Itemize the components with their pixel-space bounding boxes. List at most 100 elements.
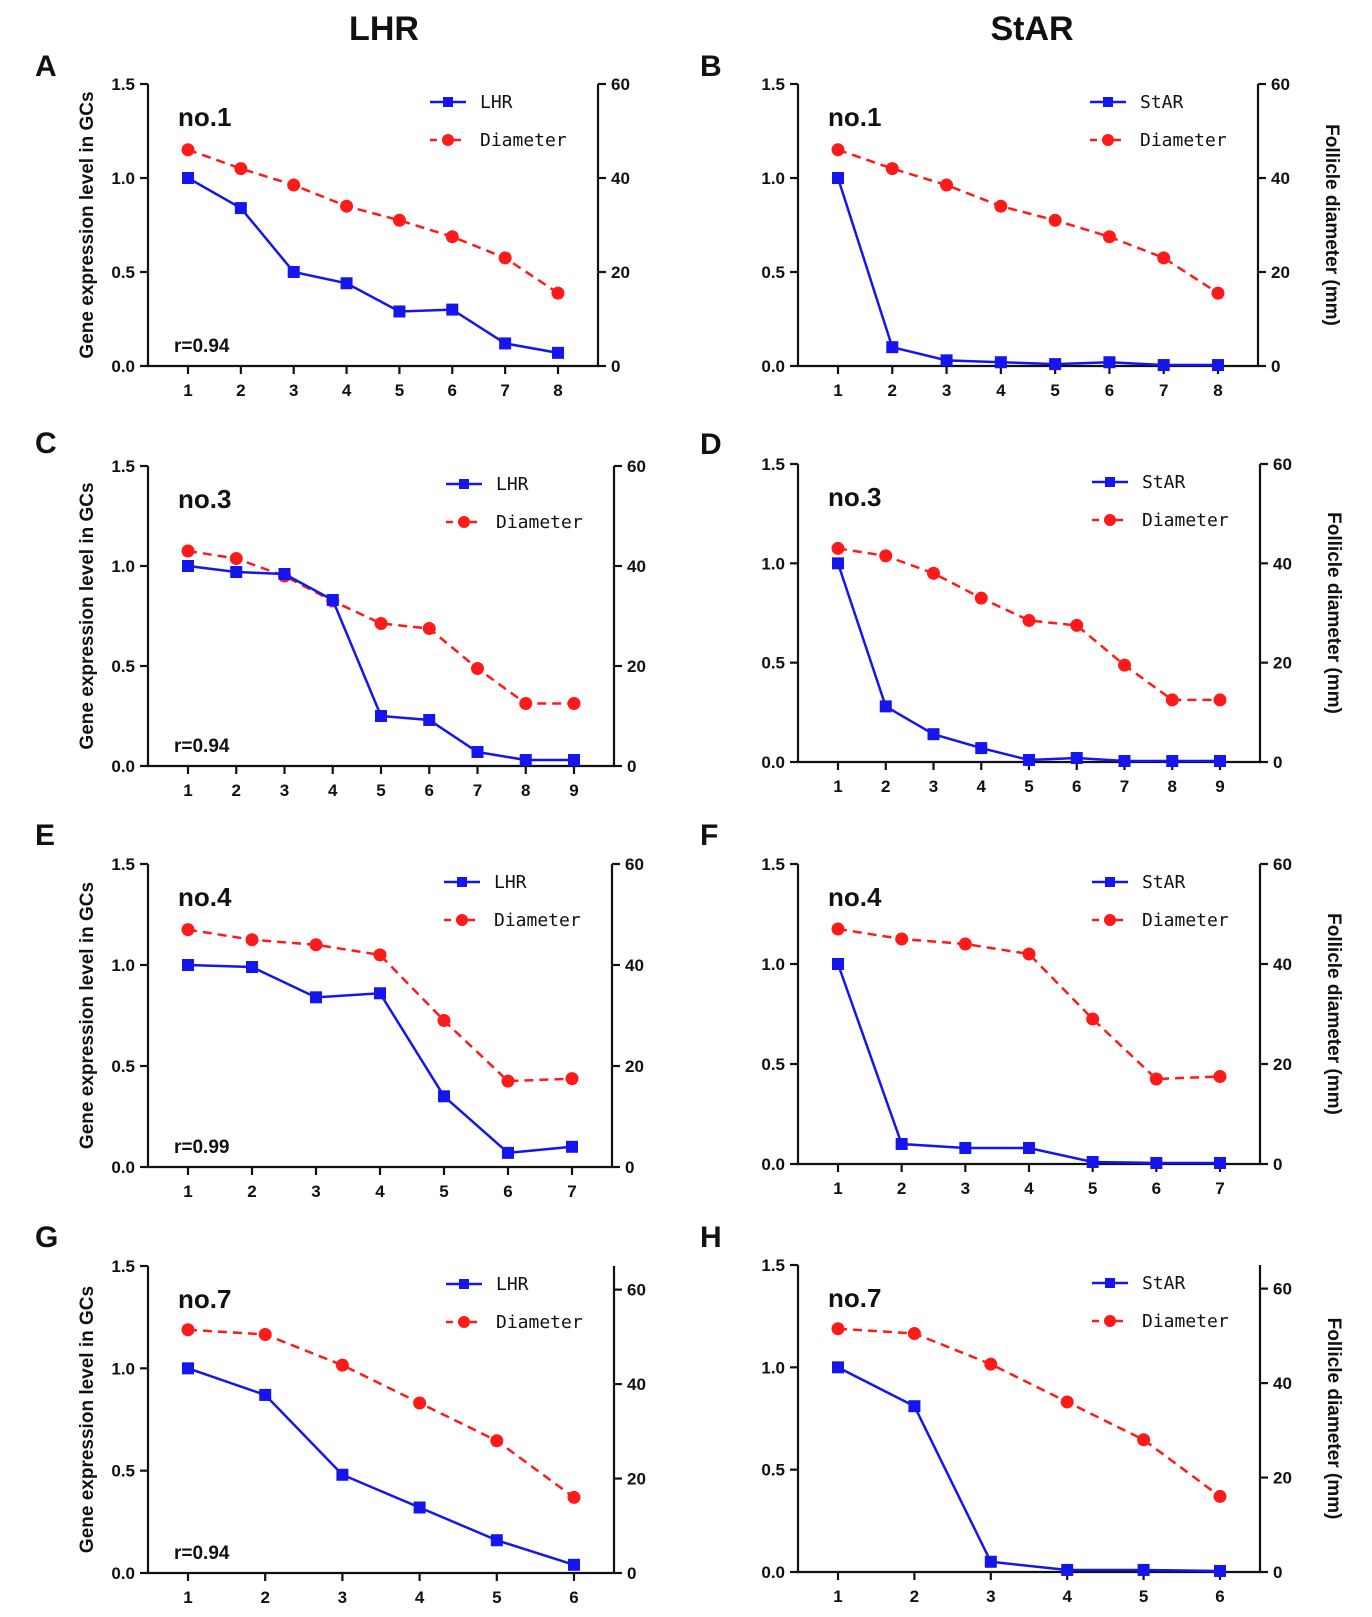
axes-frame	[796, 1265, 1262, 1574]
x-tick-label: 5	[439, 1182, 448, 1201]
x-tick-label: 8	[1168, 777, 1177, 796]
left-tick-label: 0.0	[761, 1563, 785, 1582]
diameter-point	[1048, 213, 1062, 227]
expression-point	[927, 728, 940, 741]
diameter-point	[940, 178, 954, 192]
diameter-point	[984, 1357, 998, 1371]
expression-point	[940, 354, 953, 367]
right-tick-label: 0	[1271, 357, 1280, 376]
right-tick-label: 60	[627, 457, 646, 476]
expression-point	[886, 341, 899, 354]
left-tick-label: 0.5	[761, 654, 785, 673]
expression-point	[1150, 1157, 1163, 1169]
y-axis-title-left: Gene expression level in GCs	[77, 91, 98, 358]
x-tick-label: 4	[1024, 1179, 1034, 1198]
sample-label: no.7	[178, 1284, 231, 1314]
left-tick-label: 0.0	[111, 757, 135, 776]
expression-point	[1023, 754, 1035, 767]
x-tick-label: 1	[183, 781, 192, 800]
expression-point	[832, 172, 844, 184]
diameter-point	[1165, 693, 1179, 707]
left-tick-label: 1.5	[111, 457, 135, 476]
expression-series-line	[187, 1367, 575, 1567]
expression-point	[375, 710, 387, 722]
expression-point	[1166, 755, 1179, 768]
panel-C: C 0.0 0.5 1.0 1.5 0 20 40 60 1 2 3 4 5 6 7 8 9 Gene expres…	[35, 427, 646, 800]
left-tick-label: 0.0	[111, 1158, 135, 1177]
diameter-point	[831, 1322, 845, 1336]
right-tick-label: 0	[1273, 1563, 1282, 1582]
left-tick-label: 1.0	[111, 169, 135, 188]
right-tick-label: 40	[1273, 1374, 1292, 1393]
legend-diameter-marker	[1104, 514, 1116, 526]
diameter-point	[1213, 1070, 1227, 1083]
sample-label: no.4	[178, 882, 232, 912]
x-tick-label: 2	[910, 1587, 919, 1606]
x-tick-label: 3	[338, 1588, 347, 1607]
y-axis-title-right: Follicle diameter (mm)	[1323, 1318, 1344, 1520]
left-tick-label: 0.5	[761, 263, 785, 282]
diameter-point	[1211, 286, 1225, 300]
legend-diameter-marker	[1104, 914, 1116, 926]
right-tick-label: 40	[625, 956, 644, 975]
diameter-point	[498, 251, 512, 265]
expression-point	[182, 172, 194, 184]
diameter-point	[1086, 1012, 1100, 1026]
panel-D: D 0.0 0.5 1.0 1.5 0 20 40 60 1 2 3 4 5 6 7 8 9 Follicle di…	[700, 428, 1344, 796]
right-tick-label: 0	[627, 757, 636, 776]
x-tick-label: 8	[1213, 381, 1222, 400]
x-tick-label: 2	[232, 781, 241, 800]
correlation-label: r=0.94	[174, 736, 230, 757]
x-tick-label: 4	[342, 381, 352, 400]
y-axis-title-right: Follicle diameter (mm)	[1321, 124, 1342, 326]
left-tick-label: 1.5	[111, 855, 135, 874]
diameter-point	[1118, 658, 1131, 672]
legend-diameter-marker	[458, 1316, 470, 1328]
legend-diameter-marker	[1104, 1315, 1116, 1327]
x-tick-label: 2	[897, 1179, 906, 1198]
diameter-point	[287, 178, 301, 192]
legend-expression-marker	[1103, 97, 1113, 107]
expression-series-line	[836, 963, 1220, 1165]
panel-letter: E	[35, 819, 55, 852]
diameter-point	[309, 938, 323, 952]
diameter-point	[437, 1014, 451, 1028]
right-tick-label: 60	[1273, 455, 1292, 474]
right-tick-label: 60	[1273, 855, 1292, 874]
expression-point	[438, 1090, 450, 1103]
expression-point	[446, 303, 459, 316]
expression-point	[182, 959, 194, 971]
panel-A: A 0.0 0.5 1.0 1.5 0 20 40 60 1 2 3 4 5 6 7 8 Gene express…	[35, 50, 630, 400]
diameter-point	[490, 1434, 504, 1448]
x-tick-label: 1	[833, 381, 842, 400]
expression-point	[568, 754, 580, 766]
panel-letter: B	[700, 50, 722, 83]
panel-F: F 0.0 0.5 1.0 1.5 0 20 40 60 1 2 3 4 5 6 7 Follicle diam…	[700, 819, 1344, 1198]
diameter-point	[567, 697, 581, 710]
panel-letter: A	[35, 50, 57, 83]
diameter-point	[1022, 613, 1036, 627]
left-tick-label: 0.0	[761, 1155, 785, 1174]
x-tick-label: 7	[567, 1182, 576, 1201]
x-tick-label: 3	[929, 777, 938, 796]
left-tick-label: 0.0	[111, 1564, 135, 1583]
expression-point	[1023, 1142, 1035, 1154]
expression-series-line	[837, 1366, 1221, 1573]
diameter-point	[994, 199, 1008, 213]
left-tick-label: 0.5	[761, 1055, 785, 1074]
x-tick-label: 4	[328, 781, 338, 800]
expression-point	[832, 1361, 844, 1374]
right-tick-label: 20	[625, 1057, 644, 1076]
expression-point	[182, 560, 194, 572]
axes-frame	[796, 84, 1260, 368]
diameter-point	[1102, 230, 1116, 244]
expression-point	[1214, 755, 1226, 768]
legend-diameter-label: Diameter	[496, 512, 583, 533]
diameter-series-line	[187, 1328, 575, 1499]
x-tick-label: 4	[977, 777, 987, 796]
panel-letter: G	[35, 1221, 58, 1254]
left-tick-label: 1.5	[761, 455, 785, 474]
x-tick-label: 1	[183, 1182, 192, 1201]
expression-point	[908, 1400, 921, 1413]
left-tick-label: 1.0	[761, 1358, 785, 1377]
